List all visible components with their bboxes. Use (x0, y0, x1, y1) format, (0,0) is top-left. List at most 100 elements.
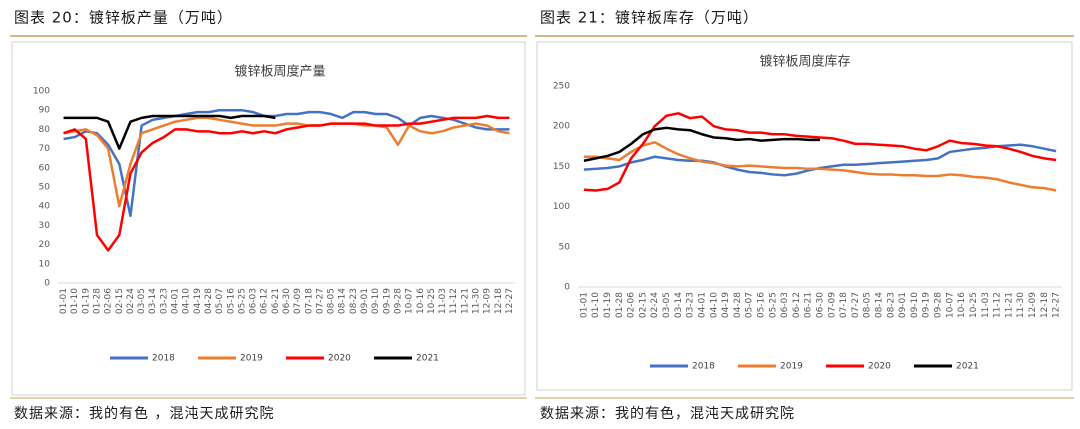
y-tick-label: 90 (39, 106, 51, 116)
x-tick-label: 01-01 (579, 292, 589, 318)
x-tick-label: 04-01 (171, 288, 181, 314)
x-tick-label: 10-16 (957, 292, 967, 318)
y-tick-label: 200 (553, 122, 570, 132)
x-tick-label: 06-30 (816, 292, 826, 318)
x-tick-label: 11-30 (471, 288, 481, 314)
x-tick-label: 01-01 (59, 288, 69, 314)
y-tick-label: 70 (39, 144, 51, 154)
x-tick-label: 01-19 (603, 292, 613, 318)
y-tick-label: 0 (564, 283, 570, 293)
x-tick-label: 12-18 (1040, 292, 1050, 318)
x-tick-label: 02-24 (650, 292, 660, 318)
legend-label: 2020 (328, 354, 351, 364)
x-tick-label: 07-18 (839, 292, 849, 318)
x-tick-label: 05-25 (768, 292, 778, 318)
x-tick-label: 12-09 (483, 288, 493, 314)
x-tick-label: 04-19 (721, 292, 731, 318)
x-tick-label: 09-19 (922, 292, 932, 318)
x-tick-label: 02-06 (627, 292, 637, 318)
x-tick-label: 10-16 (416, 288, 426, 314)
x-tick-label: 06-21 (271, 288, 281, 314)
x-tick-label: 05-16 (756, 292, 766, 318)
caption: 图表 20：镀锌板产量（万吨） (14, 9, 233, 27)
x-tick-label: 02-06 (104, 288, 114, 314)
x-tick-label: 06-30 (282, 288, 292, 314)
x-tick-label: 03-05 (137, 288, 147, 314)
x-tick-label: 03-14 (674, 292, 684, 318)
y-tick-label: 100 (33, 87, 50, 97)
series-line (583, 141, 1057, 192)
x-tick-label: 01-10 (70, 288, 80, 314)
legend-label: 2019 (240, 354, 263, 364)
x-tick-label: 04-28 (733, 292, 743, 318)
y-tick-label: 50 (559, 242, 571, 252)
x-tick-label: 04-10 (182, 288, 192, 314)
x-tick-label: 03-14 (148, 288, 158, 314)
x-tick-label: 09-10 (371, 288, 381, 314)
x-tick-label: 02-15 (638, 292, 648, 318)
y-tick-label: 250 (553, 82, 570, 92)
x-tick-label: 10-07 (405, 288, 415, 314)
x-tick-label: 07-27 (315, 288, 325, 314)
x-tick-label: 09-28 (393, 288, 403, 314)
y-tick-label: 0 (44, 279, 50, 289)
x-tick-label: 11-12 (993, 292, 1003, 318)
x-tick-label: 02-15 (115, 288, 125, 314)
series-line (63, 114, 510, 252)
x-tick-label: 12-27 (505, 288, 515, 314)
x-tick-label: 03-05 (662, 292, 672, 318)
series-line (583, 126, 820, 162)
x-tick-label: 10-07 (945, 292, 955, 318)
x-tick-label: 06-12 (260, 288, 270, 314)
x-tick-label: 07-09 (293, 288, 303, 314)
x-tick-label: 10-25 (427, 288, 437, 314)
x-tick-label: 09-10 (910, 292, 920, 318)
x-tick-label: 01-10 (591, 292, 601, 318)
legend-label: 2018 (152, 354, 175, 364)
legend-label: 2019 (780, 362, 803, 372)
y-tick-label: 150 (553, 162, 570, 172)
x-tick-label: 04-19 (193, 288, 203, 314)
x-tick-label: 12-27 (1052, 292, 1062, 318)
x-tick-label: 04-10 (709, 292, 719, 318)
x-tick-label: 10-25 (969, 292, 979, 318)
caption: 图表 21：镀锌板库存（万吨） (540, 9, 759, 27)
x-tick-label: 07-18 (304, 288, 314, 314)
chart-title: 镀锌板周度产量 (234, 64, 325, 80)
x-tick-label: 08-14 (338, 288, 348, 314)
x-tick-label: 09-01 (360, 288, 370, 314)
y-tick-label: 80 (39, 125, 51, 135)
x-tick-label: 07-27 (851, 292, 861, 318)
legend-label: 2020 (868, 362, 891, 372)
x-tick-label: 01-19 (81, 288, 91, 314)
x-tick-label: 04-01 (697, 292, 707, 318)
x-tick-label: 03-23 (159, 288, 169, 314)
x-tick-label: 08-23 (349, 288, 359, 314)
series-line (63, 114, 276, 150)
x-tick-label: 06-21 (804, 292, 814, 318)
x-tick-label: 09-01 (898, 292, 908, 318)
y-tick-label: 100 (553, 202, 570, 212)
chart-title: 镀锌板周度库存 (759, 54, 850, 70)
x-tick-label: 11-12 (449, 288, 459, 314)
x-tick-label: 07-09 (827, 292, 837, 318)
x-tick-label: 08-05 (863, 292, 873, 318)
x-tick-label: 01-28 (93, 288, 103, 314)
x-tick-label: 12-09 (1028, 292, 1038, 318)
x-tick-label: 02-24 (126, 288, 136, 314)
x-tick-label: 09-28 (934, 292, 944, 318)
x-tick-label: 12-18 (494, 288, 504, 314)
x-tick-label: 06-03 (249, 288, 259, 314)
y-tick-label: 20 (39, 240, 51, 250)
x-tick-label: 09-19 (382, 288, 392, 314)
x-tick-label: 05-07 (215, 288, 225, 314)
x-tick-label: 11-03 (981, 292, 991, 318)
series-line (583, 112, 1057, 192)
y-tick-label: 30 (39, 221, 51, 231)
x-tick-label: 04-28 (204, 288, 214, 314)
x-tick-label: 06-12 (792, 292, 802, 318)
x-tick-label: 01-28 (615, 292, 625, 318)
series-line (63, 116, 510, 208)
source: 数据来源：我的有色 ，混沌天成研究院 (14, 405, 274, 422)
